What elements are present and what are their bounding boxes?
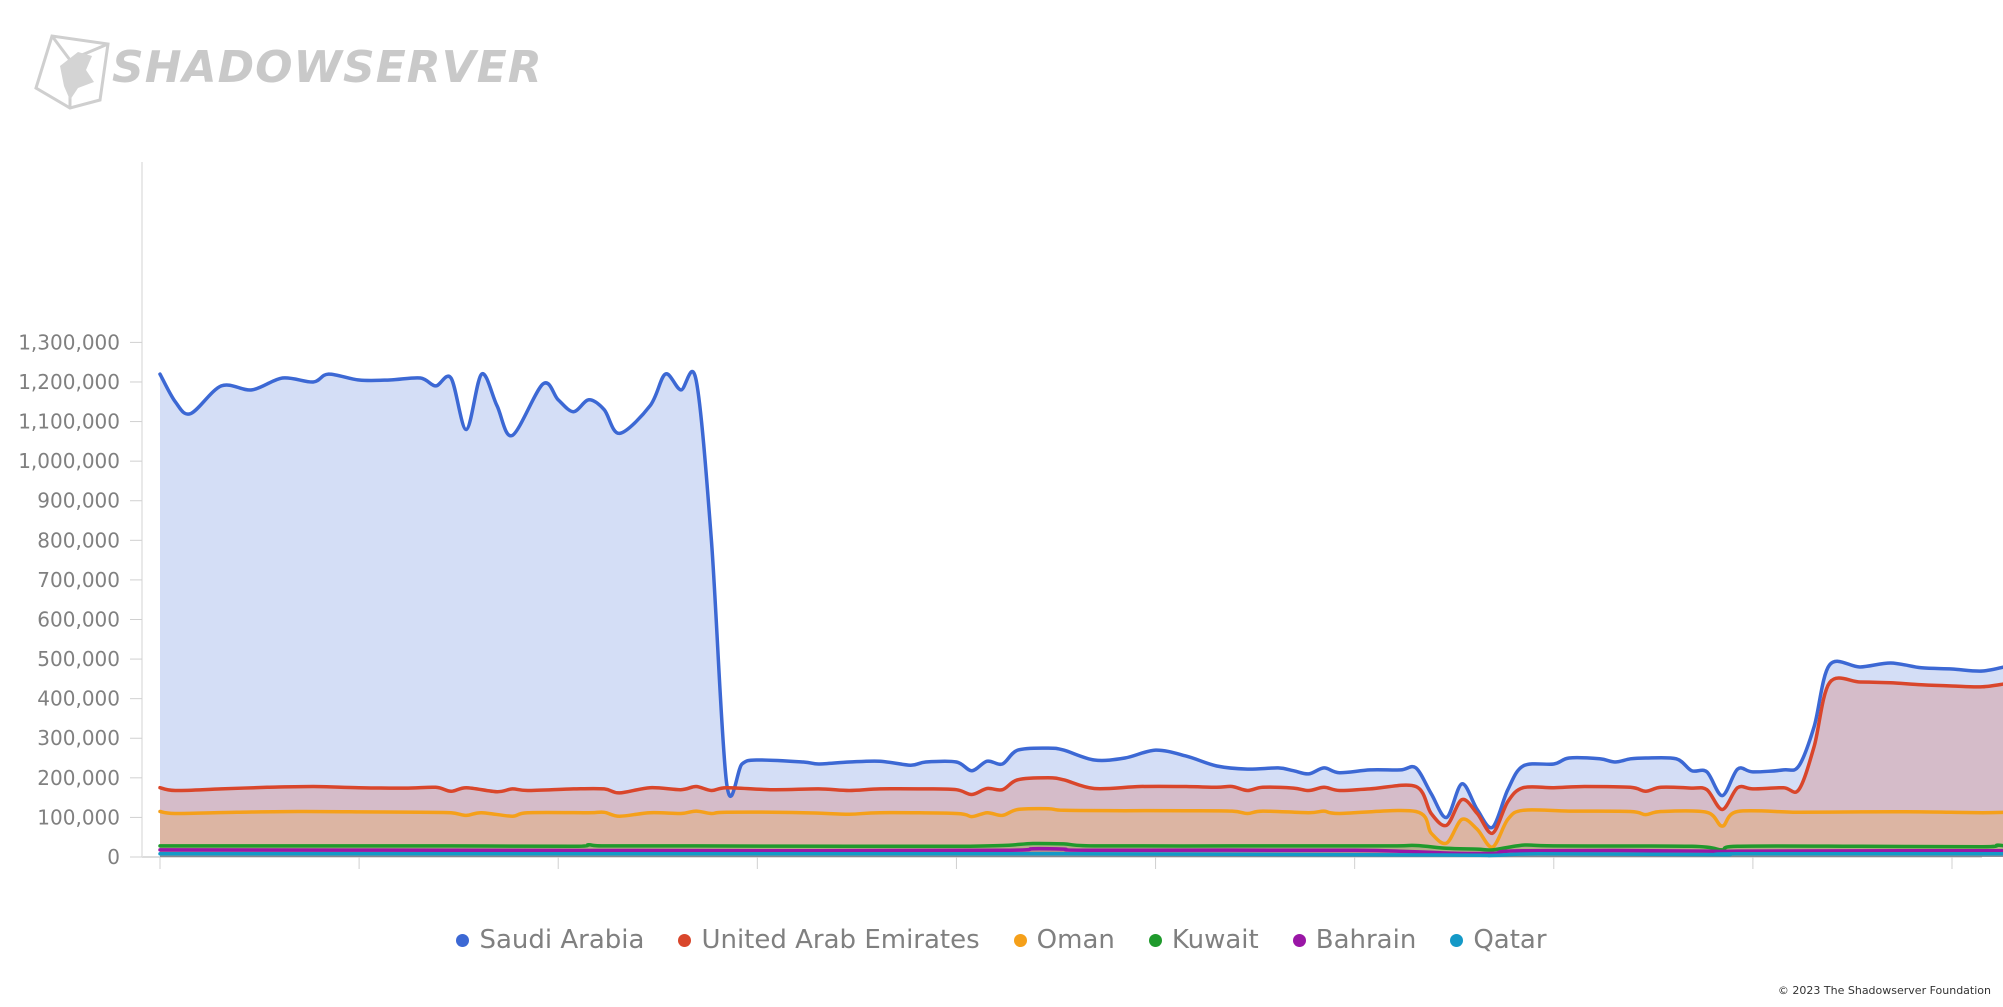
line-oman	[158, 806, 2003, 849]
x-tick-label: 2023-01-27	[500, 878, 616, 880]
line-kuwait	[158, 841, 2003, 852]
copyright-text: © 2023 The Shadowserver Foundation	[1777, 984, 1991, 997]
y-tick-label: 300,000	[37, 726, 120, 750]
legend-dot-icon	[1013, 933, 1027, 947]
legend-dot-icon	[678, 933, 692, 947]
line-united-arab-emirates	[158, 676, 2003, 835]
y-tick-label: 600,000	[37, 607, 120, 631]
legend-item-united-arab-emirates[interactable]: United Arab Emirates	[678, 925, 980, 955]
y-tick-label: 1,300,000	[18, 330, 120, 354]
y-tick-label: 800,000	[37, 528, 120, 552]
x-tick-label: 2023-01-14	[301, 878, 417, 880]
legend-dot-icon	[456, 933, 470, 947]
legend: Saudi Arabia United Arab Emirates Oman Kuwa…	[0, 925, 2003, 955]
y-tick-label: 400,000	[37, 687, 120, 711]
legend-item-bahrain[interactable]: Bahrain	[1292, 925, 1417, 955]
y-tick-label: 1,000,000	[18, 449, 120, 473]
x-tick-label: 2023-02-22	[898, 878, 1014, 880]
legend-item-oman[interactable]: Oman	[1013, 925, 1115, 955]
line-saudi-arabia	[158, 369, 2003, 830]
logo-text: SHADOWSERVER	[112, 42, 543, 93]
legend-label: Saudi Arabia	[479, 925, 645, 955]
line-qatar	[158, 851, 2003, 858]
shadowserver-logo-icon	[34, 34, 110, 110]
legend-item-kuwait[interactable]: Kuwait	[1148, 925, 1259, 955]
legend-label: Kuwait	[1171, 925, 1259, 955]
y-tick-label: 900,000	[37, 489, 120, 513]
legend-item-saudi-arabia[interactable]: Saudi Arabia	[456, 925, 644, 955]
x-tick-label: 2023-04-02	[1496, 878, 1612, 880]
legend-label: Qatar	[1473, 925, 1547, 955]
x-tick-label: 2023-01-01	[102, 878, 218, 880]
y-tick-label: 100,000	[37, 805, 120, 829]
y-tick-label: 1,200,000	[18, 370, 120, 394]
y-tick-label: 500,000	[37, 647, 120, 671]
legend-item-qatar[interactable]: Qatar	[1450, 925, 1547, 955]
chart: 0 100,000 200,000 300,000 400,000 500,000 600,…	[18, 162, 2003, 880]
x-tick-label: 2023-04-28	[1894, 878, 2003, 880]
x-tick-label: 2023-04-15	[1695, 878, 1811, 880]
legend-dot-icon	[1450, 933, 1464, 947]
area-united-arab-emirates	[160, 678, 2003, 857]
series-lines	[158, 369, 2003, 858]
y-tick-label: 200,000	[37, 766, 120, 790]
y-tick-label: 700,000	[37, 568, 120, 592]
x-tick-label: 2023-03-20	[1297, 878, 1413, 880]
y-tick-label: 0	[107, 845, 120, 869]
x-tick-label: 2023-02-09	[699, 878, 815, 880]
area-saudi-arabia	[160, 371, 2003, 857]
legend-dot-icon	[1148, 933, 1162, 947]
x-tick-label: 2023-03-07	[1097, 878, 1213, 880]
y-tick-label: 1,100,000	[18, 410, 120, 434]
legend-label: Oman	[1036, 925, 1115, 955]
legend-dot-icon	[1292, 933, 1306, 947]
legend-label: Bahrain	[1315, 925, 1417, 955]
legend-label: United Arab Emirates	[701, 925, 980, 955]
